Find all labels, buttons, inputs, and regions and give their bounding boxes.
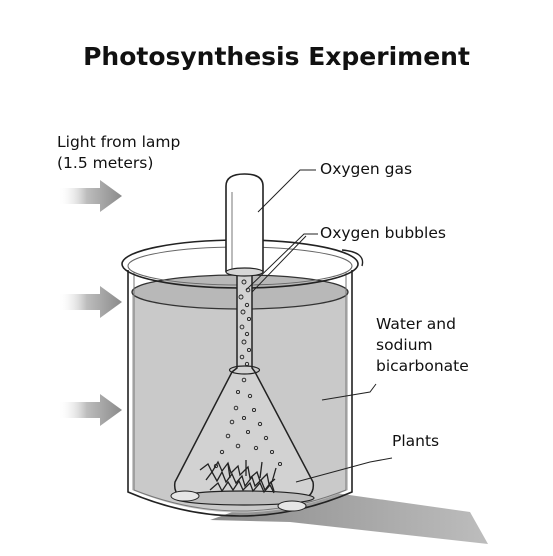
oxygen-bubbles-label: Oxygen bubbles <box>320 224 446 242</box>
oxygen-bubbles <box>213 279 283 469</box>
water-label-line1: Water and <box>376 315 456 333</box>
light-label-line1: Light from lamp <box>57 133 181 151</box>
test-tube <box>225 173 264 277</box>
water-label-line3: bicarbonate <box>376 357 469 375</box>
label-leaders <box>245 169 393 483</box>
oxygen-gas-label: Oxygen gas <box>320 160 413 178</box>
light-label-line2: (1.5 meters) <box>57 154 154 172</box>
light-arrow-middle <box>58 286 122 318</box>
light-arrow-top <box>58 180 122 212</box>
water-label-line2: sodium <box>376 336 433 354</box>
diagram-title: Photosynthesis Experiment <box>83 42 470 71</box>
flask <box>170 268 315 512</box>
plants <box>199 460 277 494</box>
light-arrow-bottom <box>58 394 122 426</box>
plants-label: Plants <box>392 432 440 450</box>
